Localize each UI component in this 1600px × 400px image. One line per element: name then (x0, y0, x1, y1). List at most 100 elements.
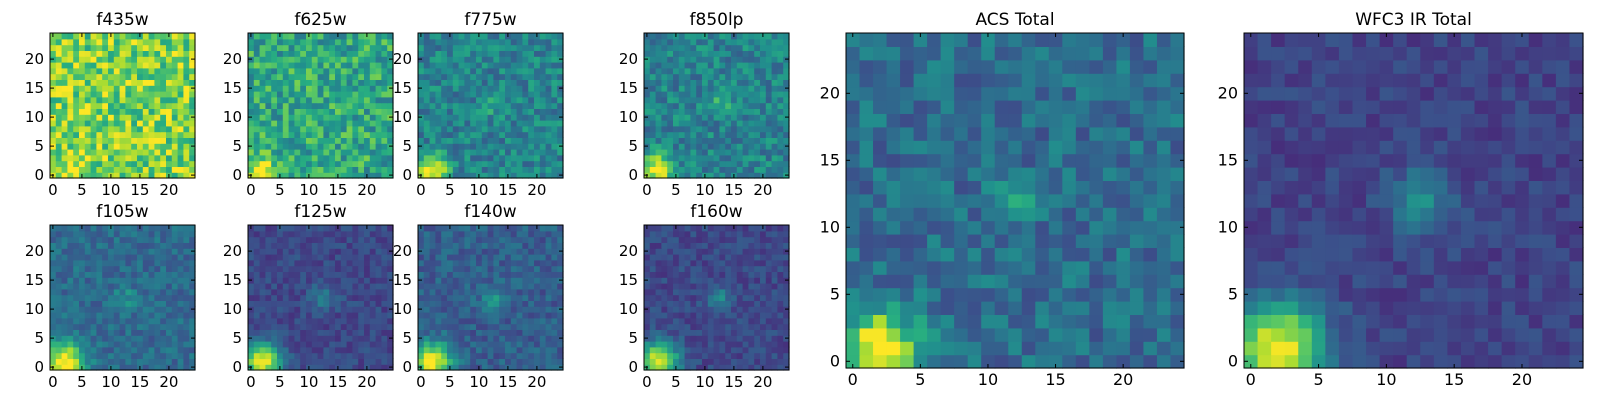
heatmap-cell (505, 143, 512, 150)
heatmap-cell (90, 56, 97, 63)
heatmap-cell (754, 312, 761, 319)
heatmap-cell (754, 364, 761, 371)
heatmap-cell (358, 271, 365, 278)
heatmap-cell (557, 225, 564, 232)
heatmap-cell (375, 79, 382, 86)
heatmap-cell (364, 300, 371, 307)
heatmap-cell (84, 335, 92, 342)
heatmap-cell (447, 317, 454, 325)
heatmap-cell (166, 230, 173, 238)
heatmap-cell (754, 335, 761, 342)
heatmap-cell (754, 346, 761, 354)
heatmap-cell (55, 283, 63, 290)
heatmap-cell (441, 50, 448, 57)
heatmap-cell (754, 44, 761, 51)
heatmap-cell (148, 50, 155, 57)
heatmap-cell (470, 306, 477, 313)
heatmap-cell (765, 341, 773, 348)
heatmap-cell (329, 114, 336, 121)
heatmap-cell (429, 172, 436, 179)
heatmap-cell (160, 131, 167, 138)
heatmap-cell (259, 323, 266, 330)
heatmap-cell (358, 62, 365, 69)
heatmap-cell (137, 102, 144, 109)
heatmap-cell (84, 277, 92, 284)
heatmap-cell (557, 317, 564, 325)
heatmap-cell (189, 62, 196, 69)
heatmap-cell (265, 131, 272, 138)
heatmap-cell (381, 114, 388, 121)
heatmap-cell (649, 277, 657, 284)
heatmap-cell (534, 108, 541, 115)
heatmap-cell (340, 312, 348, 319)
heatmap-cell (154, 143, 161, 150)
heatmap-cell (736, 38, 744, 46)
heatmap-cell (160, 79, 167, 86)
heatmap-cell (381, 149, 388, 156)
heatmap-cell (335, 323, 342, 330)
heatmap-cell (702, 62, 709, 69)
heatmap-cell (673, 294, 680, 301)
heatmap-cell (649, 56, 657, 63)
heatmap-cell (765, 329, 773, 336)
heatmap-cell (300, 143, 307, 150)
heatmap-cell (346, 102, 353, 109)
heatmap-cell (79, 300, 86, 307)
heatmap-cell (655, 85, 662, 92)
heatmap-cell (534, 317, 541, 325)
heatmap-cell (306, 91, 313, 98)
heatmap-cell (306, 137, 313, 144)
heatmap-cell (429, 242, 436, 249)
heatmap-cell (375, 329, 382, 336)
heatmap-cell (369, 364, 377, 371)
heatmap-cell (282, 358, 290, 365)
heatmap-cell (447, 323, 454, 330)
heatmap-cell (516, 271, 523, 278)
heatmap-cell (783, 125, 790, 133)
heatmap-cell (148, 341, 155, 348)
heatmap-cell (265, 50, 272, 57)
heatmap-cell (90, 306, 97, 313)
heatmap-cell (534, 114, 541, 121)
heatmap-cell (493, 236, 500, 243)
heatmap-cell (713, 341, 720, 348)
heatmap-cell (516, 254, 523, 261)
heatmap-cell (282, 114, 290, 121)
heatmap-cell (125, 283, 132, 290)
heatmap-cell (375, 120, 382, 127)
heatmap-cell (288, 125, 295, 133)
heatmap-cell (142, 329, 150, 336)
heatmap-cell (493, 335, 500, 342)
heatmap-cell (148, 160, 155, 167)
heatmap-cell (131, 317, 138, 325)
heatmap-cell (551, 143, 558, 150)
heatmap-cell (171, 160, 179, 167)
heatmap-cell (702, 317, 709, 325)
heatmap-cell (113, 317, 121, 325)
heatmap-cell (323, 67, 330, 75)
heatmap-cell (277, 352, 284, 359)
heatmap-cell (713, 317, 720, 325)
heatmap-cell (655, 102, 662, 109)
heatmap-cell (55, 352, 63, 359)
heatmap-cell (189, 271, 196, 278)
heatmap-cell (736, 306, 744, 313)
heatmap-cell (719, 120, 726, 127)
heatmap-cell (487, 254, 494, 261)
heatmap-cell (551, 259, 558, 267)
heatmap-cell (516, 364, 523, 371)
heatmap-cell (364, 236, 371, 243)
heatmap-cell (470, 79, 477, 86)
heatmap-cell (539, 341, 547, 348)
heatmap-cell (335, 102, 342, 109)
heatmap-cell (713, 160, 720, 167)
heatmap-cell (113, 96, 121, 104)
heatmap-cell (765, 50, 773, 57)
heatmap-cell (464, 73, 471, 80)
heatmap-cell (765, 85, 773, 92)
heatmap-cell (61, 277, 68, 284)
heatmap-cell (387, 259, 394, 267)
heatmap-cell (113, 131, 121, 138)
heatmap-cell (736, 137, 744, 144)
heatmap-cell (655, 294, 662, 301)
